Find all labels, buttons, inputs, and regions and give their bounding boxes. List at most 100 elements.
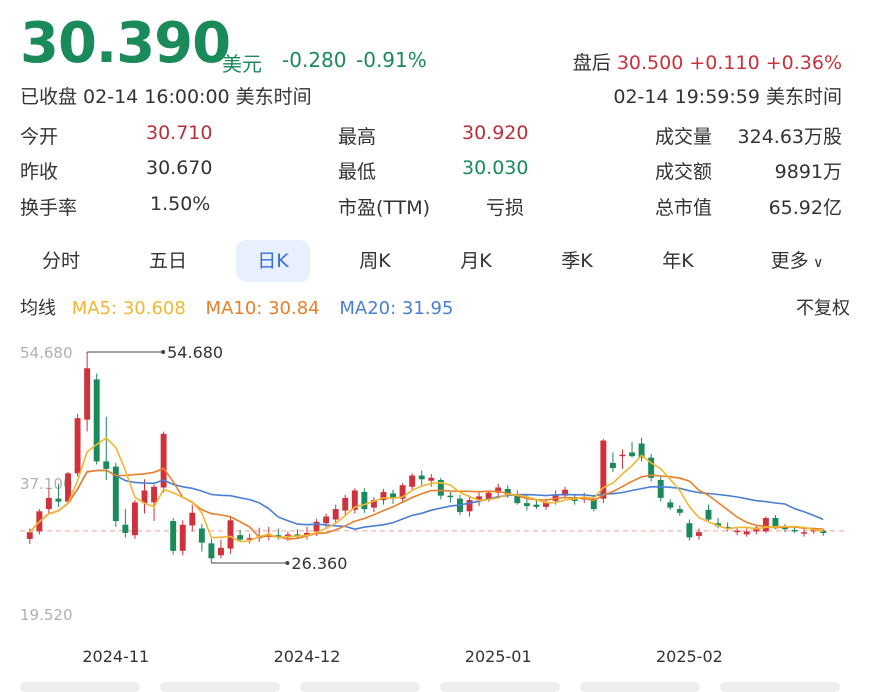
- stat-value: 30.710: [146, 122, 213, 144]
- candle-body: [466, 500, 473, 512]
- currency-unit: 美元: [222, 52, 262, 76]
- toolbar-pill[interactable]: [160, 682, 280, 692]
- ma10-value: MA10: 30.84: [205, 298, 320, 319]
- candle-body: [629, 452, 635, 457]
- tab-period[interactable]: 分时: [24, 240, 98, 282]
- ma20-line: [29, 469, 824, 533]
- candle-body: [131, 502, 138, 536]
- tab-period[interactable]: 季K: [540, 240, 614, 282]
- candle-body: [208, 543, 215, 559]
- candle-body: [227, 520, 234, 549]
- ma20-value: MA20: 31.95: [339, 298, 454, 319]
- after-hours-label: 盘后: [572, 52, 611, 74]
- candle-body: [590, 498, 597, 510]
- candle-body: [562, 489, 569, 496]
- tab-period[interactable]: 年K: [641, 240, 715, 282]
- candle-body: [495, 487, 502, 493]
- toolbar-pill[interactable]: [720, 682, 840, 692]
- candle-body: [810, 529, 817, 532]
- x-tick-label: 2024-12: [274, 647, 341, 666]
- candle-body: [380, 491, 387, 501]
- candle-body: [342, 497, 349, 511]
- y-tick-label: 54.680: [20, 344, 73, 362]
- stat-value: 9891万: [774, 161, 842, 183]
- candle-body: [198, 528, 205, 543]
- stat-label: 昨收: [20, 161, 59, 183]
- toolbar-pill[interactable]: [300, 682, 420, 692]
- tab-label: 分时: [41, 250, 80, 272]
- stat-value: 30.670: [146, 157, 213, 179]
- toolbar-pill[interactable]: [440, 682, 560, 692]
- candle-body: [724, 526, 731, 529]
- candle-body: [151, 486, 158, 503]
- stat-value: 30.920: [462, 122, 529, 144]
- tab-period[interactable]: 日K: [236, 240, 310, 282]
- tab-label: 周K: [359, 250, 391, 272]
- toolbar-pill[interactable]: [20, 682, 140, 692]
- candle-body: [55, 498, 62, 502]
- candle-body: [791, 529, 798, 532]
- period-tabs: 分时 五日 日K 周K 月K 季K 年K 更多 ∨: [20, 240, 850, 282]
- bottom-toolbar: [20, 682, 850, 692]
- candle-body: [504, 488, 511, 495]
- tab-period[interactable]: 周K: [338, 240, 412, 282]
- candle-body: [237, 535, 244, 540]
- candle-body: [45, 497, 52, 510]
- candle-body: [734, 530, 741, 533]
- annotation-label: 54.680: [167, 343, 223, 362]
- candle-body: [390, 493, 397, 499]
- candle-body: [657, 480, 664, 498]
- toolbar-pill[interactable]: [580, 682, 700, 692]
- candle-body: [676, 509, 683, 513]
- candle-body: [246, 538, 253, 540]
- after-hours-price: 30.500: [616, 52, 684, 74]
- stat-value: 65.92亿: [768, 197, 842, 219]
- adjust-toggle[interactable]: 不复权: [796, 298, 850, 319]
- tab-period[interactable]: 五日: [131, 240, 205, 282]
- candle-body: [84, 368, 91, 420]
- candle-body: [600, 440, 607, 499]
- candle-body: [294, 534, 301, 536]
- y-tick-label: 37.100: [20, 475, 73, 493]
- after-hours-quote: 盘后 30.500 +0.110 +0.36%: [573, 48, 842, 75]
- candle-body: [122, 524, 129, 533]
- candle-body: [476, 496, 483, 501]
- candle-body: [485, 492, 492, 499]
- candle-body: [304, 532, 310, 536]
- stat-label: 最低: [338, 161, 377, 183]
- candle-body: [418, 475, 425, 480]
- candle-body: [514, 494, 521, 504]
- ma10-line: [29, 467, 824, 540]
- candle-body: [409, 475, 416, 487]
- chevron-down-icon: ∨: [808, 255, 824, 271]
- stat-label: 换手率: [20, 197, 78, 219]
- tab-label: 季K: [561, 250, 593, 272]
- candle-body: [447, 495, 454, 498]
- kline-chart[interactable]: 54.680 37.100 19.520 54.680 26.360 2024-11 202…: [0, 330, 870, 682]
- candle-body: [801, 532, 808, 534]
- price-change: -0.280: [282, 48, 347, 72]
- stat-label: 最高: [338, 126, 377, 148]
- candle-body: [112, 466, 119, 522]
- candle-body: [361, 491, 368, 510]
- after-hours-time: 02-14 19:59:59 美东时间: [613, 86, 842, 108]
- stat-label: 总市值: [655, 197, 713, 219]
- stat-value: 1.50%: [150, 193, 211, 215]
- candle-body: [313, 521, 320, 532]
- candle-body: [370, 500, 377, 508]
- candle-body: [141, 490, 148, 504]
- ma-legend: 均线 MA5: 30.608 MA10: 30.84 MA20: 31.95 不…: [20, 294, 850, 320]
- candle-body: [103, 461, 110, 469]
- candle-body: [332, 509, 339, 520]
- annotation-label: 26.360: [291, 554, 347, 573]
- y-tick-label: 19.520: [20, 606, 73, 624]
- market-status: 已收盘 02-14 16:00:00 美东时间: [20, 86, 312, 108]
- candle-body: [179, 524, 186, 551]
- candle-body: [762, 518, 769, 532]
- tab-period[interactable]: 月K: [439, 240, 513, 282]
- price-change-percent: -0.91%: [356, 48, 427, 72]
- ma5-line: [29, 436, 824, 543]
- candle-body: [428, 477, 435, 481]
- tab-more[interactable]: 更多 ∨: [760, 240, 834, 282]
- candle-body: [93, 379, 100, 462]
